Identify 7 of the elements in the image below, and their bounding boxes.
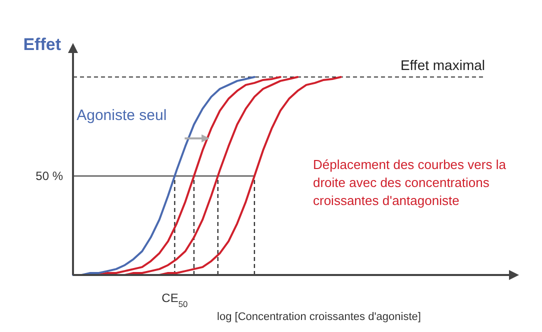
ref-line-label: Effet maximal xyxy=(400,57,485,73)
text: CE$_{50}$ xyxy=(162,291,188,309)
y-axis-title: Effet xyxy=(23,35,62,54)
x-axis-title: log [Concentration croissantes d'agoniste] xyxy=(217,311,421,323)
annotation: Déplacement des courbes vers la droite avec des concentrations croissantes d'antagoniste xyxy=(313,157,507,208)
ref-line-label: 50 % xyxy=(36,169,64,183)
series-label: Agoniste seul xyxy=(76,107,167,124)
